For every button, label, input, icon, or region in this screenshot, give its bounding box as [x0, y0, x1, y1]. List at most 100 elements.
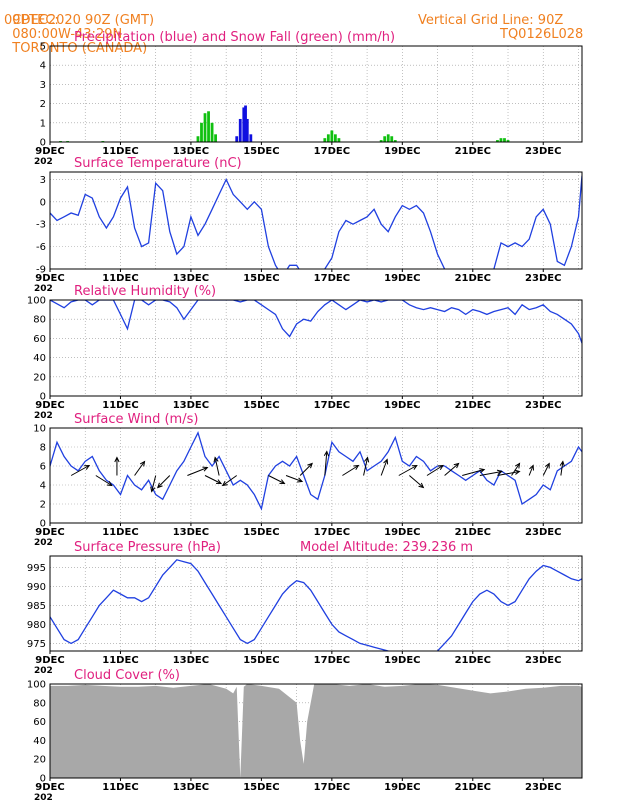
x-tick-label: 13DEC — [173, 273, 209, 284]
y-tick-label: 10 — [33, 424, 46, 435]
wind-arrow — [134, 461, 145, 476]
y-tick-label: 60 — [33, 334, 46, 345]
wind-arrow — [363, 457, 369, 476]
wind-arrow-head — [559, 460, 565, 467]
chart-title: Surface Wind (m/s) — [74, 412, 198, 427]
plot-area — [50, 300, 582, 344]
snow-bar — [210, 122, 214, 142]
wind-arrow-head — [437, 464, 444, 470]
cut-year-label: 202 — [34, 666, 53, 676]
plot-frame — [49, 171, 583, 270]
wind-arrow-head — [150, 486, 156, 493]
wind-arrow-head — [307, 462, 313, 469]
y-tick-label: 0 — [40, 138, 46, 149]
x-tick-label: 9DEC — [35, 400, 64, 411]
y-tick-label: 0 — [40, 519, 46, 530]
wind-arrow — [151, 475, 157, 492]
cut-year-label: 202 — [34, 157, 53, 167]
snow-bar — [203, 113, 207, 142]
x-tick-label: 23DEC — [525, 273, 561, 284]
y-tick-label: 20 — [33, 755, 46, 766]
x-tick-label: 9DEC — [35, 527, 64, 538]
x-tick-label: 23DEC — [525, 655, 561, 666]
x-tick-label: 19DEC — [384, 273, 420, 284]
wind-arrow — [426, 465, 444, 476]
y-tick-label: 40 — [33, 736, 46, 747]
y-tick-label: 980 — [27, 620, 46, 631]
wind-arrow-head — [353, 464, 360, 470]
snow-bar — [330, 130, 334, 142]
snow-bar — [386, 134, 390, 142]
y-tick-label: 995 — [27, 563, 46, 574]
wind-arrow-head — [411, 464, 418, 470]
wind-arrow-head — [202, 466, 209, 472]
wind-arrow — [409, 475, 424, 488]
header-coords: 080:00W-43:29N — [12, 27, 123, 42]
series-line — [50, 175, 582, 269]
y-tick-label: 60 — [33, 717, 46, 728]
plot-frame — [49, 427, 583, 524]
chart-panel-5: 975 980 985 990 995 9DEC 11DEC 13DEC 15DEC 17DEC 1… — [27, 540, 583, 676]
y-tick-label: 100 — [27, 296, 46, 307]
precip-bar — [235, 136, 239, 142]
x-tick-label: 13DEC — [173, 782, 209, 793]
x-tick-label: 11DEC — [102, 782, 138, 793]
x-tick-label: 19DEC — [384, 782, 420, 793]
y-tick-label: 2 — [40, 99, 46, 110]
chart-panel-6: 0 20 40 60 80 100 9DEC 11DEC 13DEC 15DEC 17DEC 19DE… — [27, 668, 583, 800]
wind-arrow-head — [139, 460, 146, 467]
y-tick-label: 4 — [40, 481, 46, 492]
x-tick-label: 15DEC — [243, 527, 279, 538]
x-tick-label: 21DEC — [455, 146, 491, 157]
y-tick-label: -3 — [36, 220, 46, 231]
x-tick-label: 11DEC — [102, 273, 138, 284]
wind-arrow — [380, 459, 388, 476]
series-line — [50, 559, 582, 651]
wind-arrow — [187, 467, 208, 476]
wind-arrow — [324, 451, 328, 476]
y-tick-label: 8 — [40, 443, 46, 454]
x-tick-label: 9DEC — [35, 146, 64, 157]
y-tick-label: 5 — [40, 42, 46, 53]
x-tick-label: 21DEC — [455, 655, 491, 666]
wind-arrow-head — [453, 462, 460, 469]
x-tick-label: 21DEC — [455, 273, 491, 284]
precip-bar — [238, 118, 242, 142]
snow-bar — [337, 138, 341, 142]
wind-arrow — [204, 475, 222, 484]
plot-frame — [49, 299, 583, 397]
wind-arrow — [342, 465, 359, 476]
x-tick-label: 15DEC — [243, 400, 279, 411]
cut-year-label: 202 — [34, 793, 53, 800]
wind-arrow — [214, 457, 220, 476]
header-run: 09DEC2020 90Z (GMT) — [4, 13, 155, 28]
chart-panel-3: 0 20 40 60 80 100 9DEC 11DEC 13DEC 15DEC 17DEC 19DE… — [27, 284, 583, 421]
snow-bar — [379, 140, 383, 142]
wind-arrow — [285, 475, 303, 482]
chart-panel-1: 0 1 2 3 4 5 9DEC 11DEC 13DEC 15DEC 17DEC 19DEC 21DEC… — [34, 30, 583, 167]
wind-arrow — [268, 475, 285, 484]
x-tick-label: 17DEC — [314, 527, 350, 538]
wind-arrow-head — [221, 480, 228, 487]
wind-arrow — [511, 463, 520, 476]
snow-bar — [390, 136, 394, 142]
x-tick-label: 23DEC — [525, 146, 561, 157]
y-tick-label: 975 — [27, 639, 46, 650]
x-tick-label: 9DEC — [35, 273, 64, 284]
x-tick-label: 15DEC — [243, 655, 279, 666]
y-tick-label: 4 — [40, 61, 46, 72]
x-tick-label: 17DEC — [314, 146, 350, 157]
plot-area — [59, 105, 510, 142]
chart-panel-2: -9 -6 -3 0 3 9DEC 11DEC 13DEC 15DEC 17DEC 19DEC 21D… — [34, 156, 583, 294]
wind-arrow — [462, 469, 485, 476]
wind-arrow-head — [544, 462, 550, 469]
y-tick-label: 2 — [40, 500, 46, 511]
wind-arrow-head — [106, 481, 113, 487]
wind-arrow-head — [84, 464, 91, 470]
x-tick-label: 11DEC — [102, 527, 138, 538]
x-tick-label: 13DEC — [173, 146, 209, 157]
precip-bar — [242, 107, 246, 142]
x-tick-label: 15DEC — [243, 146, 279, 157]
wind-arrow — [398, 465, 418, 476]
